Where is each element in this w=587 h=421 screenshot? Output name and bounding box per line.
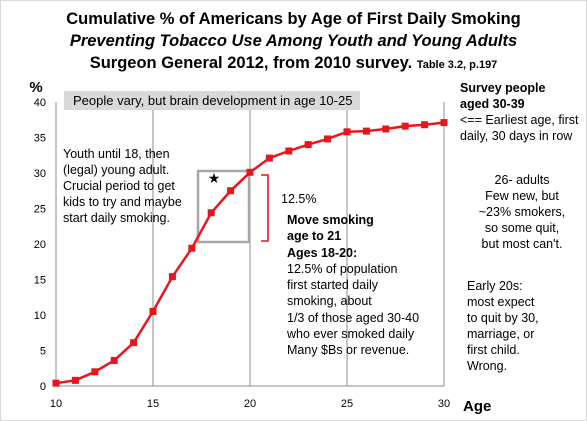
y-tick-label: 35 <box>34 133 46 145</box>
data-point <box>130 339 138 347</box>
move-note-line: Many $Bs or revenue. <box>287 343 410 358</box>
x-axis-label: Age <box>463 398 491 415</box>
y-tick-label: 25 <box>34 204 46 216</box>
data-point <box>304 141 312 149</box>
survey-note-bold-line: Survey people <box>460 81 546 95</box>
data-point <box>401 122 409 130</box>
data-point <box>246 168 254 176</box>
move-note-line: who ever smoked daily <box>287 327 415 342</box>
data-point <box>421 121 429 129</box>
chart-source-text: Surgeon General 2012, from 2010 survey. <box>89 54 413 72</box>
data-point <box>324 135 332 143</box>
y-tick-label: 30 <box>34 168 46 180</box>
data-point <box>207 209 215 217</box>
data-point <box>382 125 390 133</box>
bracket-12-5-percent <box>261 174 269 242</box>
star-marker: ★ <box>208 170 221 186</box>
data-point <box>285 147 293 155</box>
youth-note-line: Crucial period to get <box>63 179 175 193</box>
adults-note-line: Few new, but <box>485 189 559 203</box>
early-note-line: first child. <box>467 343 520 357</box>
y-axis-label: % <box>29 79 42 96</box>
chart-subtitle: Preventing Tobacco Use Among Youth and Y… <box>69 32 518 50</box>
x-tick-label: 25 <box>341 398 353 410</box>
youth-note-line: start daily smoking. <box>63 211 170 225</box>
early-20s-note: Early 20s: most expect to quit by 30, ma… <box>467 278 539 374</box>
y-tick-label: 20 <box>34 239 46 251</box>
series-line <box>52 119 448 387</box>
x-tick-label: 30 <box>438 398 450 410</box>
move-note-line: 12.5% of population <box>287 261 398 276</box>
data-point <box>52 379 60 387</box>
tick-labels: 0 5 10 15 20 25 30 35 40 10 15 20 25 30 <box>34 97 450 410</box>
move-note-bold-line: Move smoking <box>287 213 374 227</box>
data-point <box>110 356 118 364</box>
data-point <box>343 128 351 136</box>
survey-note-line: daily, 30 days in row <box>460 129 573 143</box>
data-point <box>149 307 157 315</box>
data-point <box>265 154 273 162</box>
move-note-bold-line: Ages 18-20: <box>287 245 358 260</box>
data-point <box>91 368 99 376</box>
bracket-label: 12.5% <box>281 192 317 206</box>
chart-title-block: Cumulative % of Americans by Age of Firs… <box>0 8 587 76</box>
data-point <box>440 119 448 127</box>
early-note-line: to quit by 30, <box>467 311 539 325</box>
youth-note: Youth until 18, then (legal) young adult… <box>63 146 182 226</box>
y-tick-label: 10 <box>34 310 46 322</box>
adults-note-line: ~23% smokers, <box>478 205 566 219</box>
gridlines <box>152 102 445 386</box>
y-tick-label: 15 <box>34 275 46 287</box>
data-point <box>71 376 79 384</box>
chart-title: Cumulative % of Americans by Age of Firs… <box>66 10 521 28</box>
x-tick-label: 15 <box>147 398 159 410</box>
adults-note-line: but most can't. <box>481 237 563 251</box>
axes <box>55 102 444 387</box>
survey-note-bold-line: aged 30-39 <box>460 97 525 111</box>
move-smoking-note: Move smoking age to 21 Ages 18-20: 12.5%… <box>287 212 419 359</box>
chart-source: Surgeon General 2012, from 2010 survey. … <box>0 52 587 76</box>
survey-note-line: <== Earliest age, first <box>460 113 579 127</box>
data-point <box>362 127 370 135</box>
ages-18-20-highlight-box <box>196 169 251 244</box>
chart-source-ref: Table 3.2, p.197 <box>416 59 498 71</box>
early-note-line: most expect <box>467 295 535 309</box>
move-note-line: 1/3 of those aged 30-40 <box>287 310 420 325</box>
early-note-line: Wrong. <box>467 359 508 373</box>
move-note-bold-line: age to 21 <box>287 229 342 244</box>
move-note-line: first started daily <box>287 278 379 293</box>
early-note-line: marriage, or <box>467 327 535 341</box>
adults-note-line: 26- adults <box>494 173 550 187</box>
survey-note: Survey people aged 30-39 <== Earliest ag… <box>460 80 578 144</box>
youth-note-line: kids to try and maybe <box>63 195 182 209</box>
y-tick-label: 5 <box>40 346 46 358</box>
move-note-line: smoking, about <box>287 294 372 309</box>
early-note-line: Early 20s: <box>467 279 523 293</box>
data-point <box>227 187 235 195</box>
y-tick-label: 0 <box>40 381 46 393</box>
x-tick-label: 10 <box>50 398 62 410</box>
data-point <box>168 273 176 281</box>
x-tick-label: 20 <box>244 398 256 410</box>
data-point <box>188 244 196 252</box>
youth-note-line: Youth until 18, then <box>63 147 170 161</box>
brain-development-note: People vary, but brain development in ag… <box>64 91 360 110</box>
youth-note-line: (legal) young adult. <box>63 163 170 177</box>
adults-note-line: so some quit, <box>484 221 560 235</box>
adults-note: 26- adults Few new, but ~23% smokers, so… <box>460 172 584 252</box>
y-tick-label: 40 <box>34 97 46 109</box>
